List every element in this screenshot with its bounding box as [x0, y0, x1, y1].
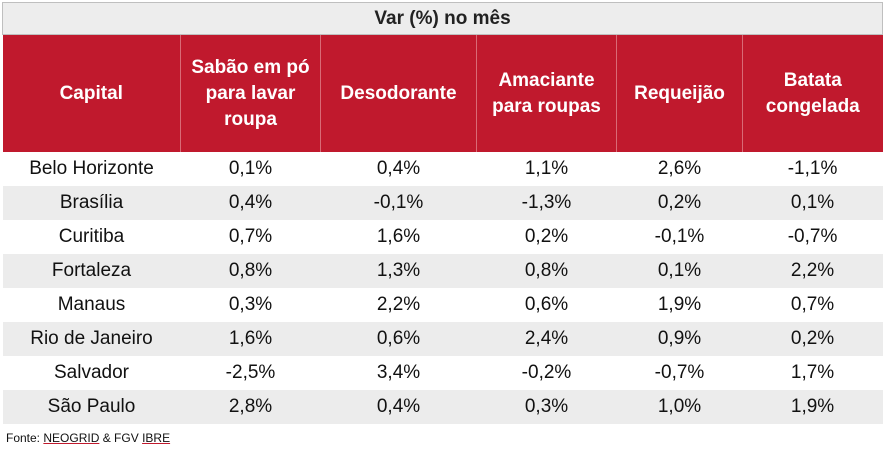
- value-cell: 2,4%: [476, 322, 617, 356]
- value-cell: 2,2%: [742, 254, 883, 288]
- value-cell: 2,6%: [616, 152, 743, 186]
- value-cell: 1,6%: [320, 220, 477, 254]
- value-cell: 0,1%: [180, 152, 321, 186]
- table-row: Rio de Janeiro 1,6% 0,6% 2,4% 0,9% 0,2%: [2, 322, 883, 356]
- value-cell: 1,9%: [616, 288, 743, 322]
- value-cell: 0,8%: [476, 254, 617, 288]
- value-cell: 0,6%: [320, 322, 477, 356]
- capital-cell: Belo Horizonte: [2, 152, 181, 186]
- value-cell: 1,7%: [742, 356, 883, 390]
- value-cell: 0,8%: [180, 254, 321, 288]
- value-cell: -0,7%: [742, 220, 883, 254]
- value-cell: 1,9%: [742, 390, 883, 424]
- value-cell: -2,5%: [180, 356, 321, 390]
- value-cell: 0,4%: [320, 152, 477, 186]
- table-row: Curitiba 0,7% 1,6% 0,2% -0,1% -0,7%: [2, 220, 883, 254]
- value-cell: 0,4%: [180, 186, 321, 220]
- table-row: Salvador -2,5% 3,4% -0,2% -0,7% 1,7%: [2, 356, 883, 390]
- footer-prefix: Fonte:: [6, 431, 44, 445]
- table-row: Belo Horizonte 0,1% 0,4% 1,1% 2,6% -1,1%: [2, 152, 883, 186]
- capital-cell: Rio de Janeiro: [2, 322, 181, 356]
- header-batata: Batata congelada: [742, 34, 883, 152]
- value-cell: -1,3%: [476, 186, 617, 220]
- table-row: Fortaleza 0,8% 1,3% 0,8% 0,1% 2,2%: [2, 254, 883, 288]
- value-cell: 1,1%: [476, 152, 617, 186]
- footer-source-ibre: IBRE: [142, 431, 171, 445]
- source-footer: Fonte: NEOGRID & FGV IBRE: [6, 431, 170, 445]
- value-cell: 2,8%: [180, 390, 321, 424]
- value-cell: 1,0%: [616, 390, 743, 424]
- value-cell: 0,1%: [616, 254, 743, 288]
- value-cell: 1,3%: [320, 254, 477, 288]
- capital-cell: São Paulo: [2, 390, 181, 424]
- value-cell: -0,2%: [476, 356, 617, 390]
- header-sabao: Sabão em pó para lavar roupa: [180, 34, 321, 152]
- value-cell: 0,2%: [742, 322, 883, 356]
- header-desodorante: Desodorante: [320, 34, 477, 152]
- value-cell: -0,1%: [320, 186, 477, 220]
- footer-source-neogrid: NEOGRID: [43, 431, 100, 445]
- value-cell: 0,2%: [616, 186, 743, 220]
- value-cell: 3,4%: [320, 356, 477, 390]
- header-amaciante: Amaciante para roupas: [476, 34, 617, 152]
- table-row: Manaus 0,3% 2,2% 0,6% 1,9% 0,7%: [2, 288, 883, 322]
- table-row: São Paulo 2,8% 0,4% 0,3% 1,0% 1,9%: [2, 390, 883, 424]
- value-cell: -0,7%: [616, 356, 743, 390]
- value-cell: -1,1%: [742, 152, 883, 186]
- header-requeijao: Requeijão: [616, 34, 743, 152]
- table-body: Belo Horizonte 0,1% 0,4% 1,1% 2,6% -1,1% Brasí…: [2, 152, 883, 424]
- value-cell: 2,2%: [320, 288, 477, 322]
- capital-cell: Brasília: [2, 186, 181, 220]
- value-cell: 0,3%: [180, 288, 321, 322]
- value-cell: 0,2%: [476, 220, 617, 254]
- capital-cell: Salvador: [2, 356, 181, 390]
- price-variation-table: Var (%) no mês Capital Sabão em pó para …: [1, 2, 884, 424]
- value-cell: 0,7%: [742, 288, 883, 322]
- value-cell: 0,3%: [476, 390, 617, 424]
- footer-separator: & FGV: [99, 431, 143, 445]
- capital-cell: Curitiba: [2, 220, 181, 254]
- table-title: Var (%) no mês: [1, 2, 884, 35]
- value-cell: 0,7%: [180, 220, 321, 254]
- table-row: Brasília 0,4% -0,1% -1,3% 0,2% 0,1%: [2, 186, 883, 220]
- value-cell: -0,1%: [616, 220, 743, 254]
- value-cell: 1,6%: [180, 322, 321, 356]
- header-capital: Capital: [2, 34, 181, 152]
- capital-cell: Fortaleza: [2, 254, 181, 288]
- value-cell: 0,6%: [476, 288, 617, 322]
- value-cell: 0,4%: [320, 390, 477, 424]
- value-cell: 0,1%: [742, 186, 883, 220]
- value-cell: 0,9%: [616, 322, 743, 356]
- capital-cell: Manaus: [2, 288, 181, 322]
